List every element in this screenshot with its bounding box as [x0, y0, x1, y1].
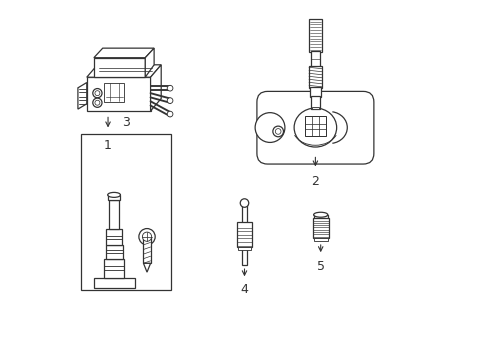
Polygon shape	[86, 77, 150, 111]
Bar	[236, 222, 252, 247]
Circle shape	[240, 199, 248, 207]
Circle shape	[93, 98, 102, 107]
Circle shape	[167, 98, 173, 103]
Text: 5: 5	[316, 260, 324, 273]
Bar	[313, 238, 327, 241]
Circle shape	[142, 232, 151, 241]
Circle shape	[272, 126, 283, 137]
Bar	[313, 215, 327, 219]
Bar	[304, 116, 325, 136]
Bar	[308, 66, 321, 88]
Circle shape	[167, 111, 173, 117]
Bar	[312, 218, 328, 238]
Text: 1: 1	[104, 139, 112, 152]
Ellipse shape	[313, 212, 327, 217]
Text: 2: 2	[311, 175, 319, 188]
Circle shape	[275, 129, 281, 134]
Polygon shape	[94, 48, 154, 58]
Bar	[309, 87, 321, 97]
Text: 4: 4	[240, 283, 248, 297]
Bar	[242, 249, 246, 265]
Polygon shape	[150, 65, 161, 111]
Polygon shape	[145, 48, 154, 77]
Bar	[311, 107, 318, 109]
Bar	[310, 96, 319, 109]
Text: 3: 3	[122, 116, 130, 129]
Bar	[242, 203, 246, 222]
FancyBboxPatch shape	[256, 91, 373, 164]
Bar	[81, 134, 171, 290]
Bar	[106, 229, 122, 244]
Bar	[104, 82, 124, 102]
Polygon shape	[94, 58, 145, 77]
Bar	[104, 259, 124, 278]
Polygon shape	[86, 65, 161, 77]
Circle shape	[255, 113, 285, 143]
Bar	[105, 244, 123, 259]
Polygon shape	[143, 263, 150, 272]
Polygon shape	[78, 82, 86, 109]
Circle shape	[95, 100, 100, 105]
Circle shape	[93, 89, 102, 98]
Bar	[143, 237, 150, 263]
Bar	[310, 51, 319, 67]
Ellipse shape	[293, 108, 336, 147]
Circle shape	[95, 91, 100, 96]
Bar	[94, 278, 134, 288]
Bar	[107, 195, 120, 200]
Bar	[238, 247, 250, 250]
Ellipse shape	[107, 192, 120, 197]
Bar	[108, 200, 119, 229]
Circle shape	[167, 85, 173, 91]
Bar	[308, 19, 321, 53]
Circle shape	[139, 229, 155, 245]
